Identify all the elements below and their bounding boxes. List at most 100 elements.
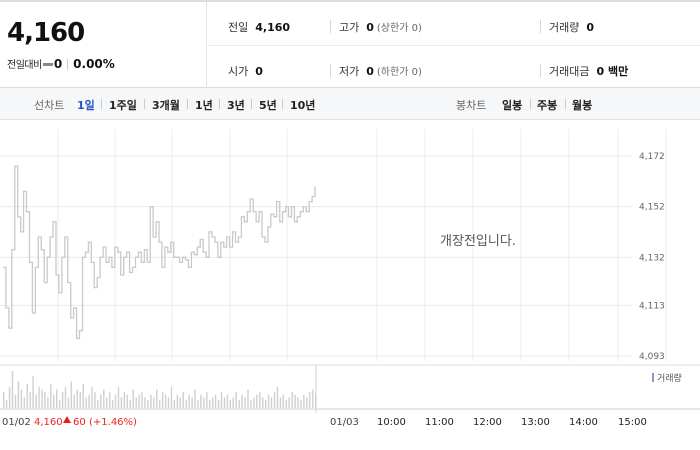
volume-bar bbox=[38, 386, 40, 408]
stat-label: 시가 bbox=[228, 65, 249, 78]
volume-bar bbox=[173, 400, 176, 408]
volume-bar bbox=[247, 389, 249, 408]
change-label: 전일대비 bbox=[7, 60, 42, 71]
price-line bbox=[3, 165, 316, 339]
tab-1day[interactable]: 1일 bbox=[77, 99, 95, 112]
volume-bar bbox=[220, 392, 223, 408]
volume-bar bbox=[106, 397, 108, 408]
price-box: 4,160 전일대비 0 0.00% bbox=[0, 2, 207, 88]
stat-label: 저가 bbox=[339, 65, 360, 78]
volume-bar bbox=[97, 400, 99, 408]
divider bbox=[565, 99, 566, 109]
volume-bar bbox=[176, 394, 179, 408]
volume-bar bbox=[11, 371, 14, 408]
volume-bar bbox=[194, 389, 196, 408]
volume-bar bbox=[265, 400, 267, 408]
volume-bar bbox=[150, 394, 152, 408]
stat-sub: (상한가 0) bbox=[376, 23, 422, 34]
change-line: 전일대비 0 0.00% bbox=[7, 56, 115, 72]
volume-bar bbox=[17, 381, 20, 408]
volume-bar bbox=[315, 394, 317, 408]
volume-legend: 거래량 bbox=[657, 372, 682, 384]
volume-bar bbox=[256, 394, 258, 408]
stat-open: 시가 0 bbox=[228, 63, 263, 79]
volume-bar bbox=[282, 394, 284, 408]
divider bbox=[208, 45, 700, 46]
tab-weekly-candle[interactable]: 주봉 bbox=[537, 99, 558, 112]
volume-bar bbox=[291, 392, 293, 408]
tab-10year[interactable]: 10년 bbox=[290, 99, 316, 112]
volume-bar bbox=[85, 397, 87, 408]
volume-bar bbox=[200, 394, 202, 408]
volume-bar bbox=[244, 397, 246, 408]
y-tick-label: 4,113 bbox=[639, 301, 665, 311]
volume-bar bbox=[32, 376, 34, 408]
volume-bar bbox=[47, 397, 49, 408]
tab-5year[interactable]: 5년 bbox=[259, 99, 277, 112]
tab-1year[interactable]: 1년 bbox=[195, 99, 213, 112]
volume-bar bbox=[111, 400, 114, 408]
tab-1week[interactable]: 1주일 bbox=[109, 99, 137, 112]
volume-bar bbox=[144, 397, 146, 408]
volume-bar bbox=[5, 400, 8, 408]
volume-bar bbox=[312, 389, 314, 408]
stat-high: 고가 0 (상한가 0) bbox=[339, 19, 422, 35]
volume-bar bbox=[276, 386, 279, 408]
volume-bar bbox=[50, 384, 52, 408]
volume-bar bbox=[232, 397, 234, 408]
volume-bar bbox=[53, 394, 55, 408]
volume-bar bbox=[270, 397, 273, 408]
volume-bar bbox=[161, 392, 164, 408]
volume-bar bbox=[35, 394, 37, 408]
stat-prev-close: 전일 4,160 bbox=[228, 19, 290, 35]
up-arrow-icon bbox=[63, 416, 71, 423]
y-tick-label: 4,152 bbox=[639, 203, 665, 213]
divider bbox=[101, 99, 102, 109]
tab-monthly-candle[interactable]: 월봉 bbox=[572, 99, 593, 112]
prev-day-change: 60 bbox=[73, 417, 86, 428]
volume-bar bbox=[135, 397, 137, 408]
volume-bar bbox=[103, 389, 105, 408]
volume-bar bbox=[217, 400, 220, 408]
volume-bar bbox=[123, 392, 126, 408]
volume-legend-marker bbox=[652, 373, 654, 382]
volume-bar bbox=[179, 397, 181, 408]
divider bbox=[540, 64, 541, 77]
volume-bar bbox=[203, 397, 205, 408]
quote-summary: 4,160 전일대비 0 0.00% 전일 4,160 고가 0 (상한가 0) 거래량 0… bbox=[0, 0, 700, 88]
volume-bar bbox=[226, 394, 229, 408]
flat-icon bbox=[42, 62, 53, 66]
volume-bar bbox=[206, 392, 208, 408]
volume-bar bbox=[229, 400, 231, 408]
volume-bar bbox=[67, 397, 70, 408]
prev-day-close: 4,160 bbox=[34, 417, 63, 428]
stat-trade-amount: 거래대금 0 백만 bbox=[549, 63, 628, 79]
volume-bar bbox=[153, 397, 155, 408]
volume-bar bbox=[212, 397, 214, 408]
volume-bar bbox=[185, 400, 187, 408]
volume-bar bbox=[241, 394, 243, 408]
volume-bar bbox=[20, 389, 23, 408]
tab-3year[interactable]: 3년 bbox=[227, 99, 245, 112]
volume-bar bbox=[56, 389, 58, 408]
stat-label: 전일 bbox=[228, 21, 249, 34]
price-chart: 4,172 4,152 4,132 4,113 4,093 개장전입니다. 거래량 01… bbox=[0, 129, 700, 428]
stat-low: 저가 0 (하한가 0) bbox=[339, 63, 422, 79]
tab-daily-candle[interactable]: 일봉 bbox=[502, 99, 523, 112]
volume-bar bbox=[117, 386, 120, 408]
volume-bar bbox=[61, 392, 64, 408]
volume-bar bbox=[214, 394, 217, 408]
volume-bar bbox=[279, 397, 282, 408]
tab-3month[interactable]: 3개월 bbox=[152, 99, 180, 112]
stat-value: 4,160 bbox=[255, 21, 291, 34]
stat-value: 0 bbox=[255, 65, 263, 78]
volume-bar bbox=[170, 386, 173, 408]
divider bbox=[144, 99, 145, 109]
volume-bar bbox=[285, 400, 287, 408]
x-axis: 01/03 10:00 11:00 12:00 13:00 14:00 15:00 bbox=[330, 417, 647, 428]
x-tick-label: 14:00 bbox=[569, 417, 598, 428]
divider bbox=[330, 64, 331, 77]
volume-bar bbox=[262, 397, 264, 408]
volume-bar bbox=[306, 397, 308, 408]
x-tick-label: 01/03 bbox=[330, 417, 359, 428]
